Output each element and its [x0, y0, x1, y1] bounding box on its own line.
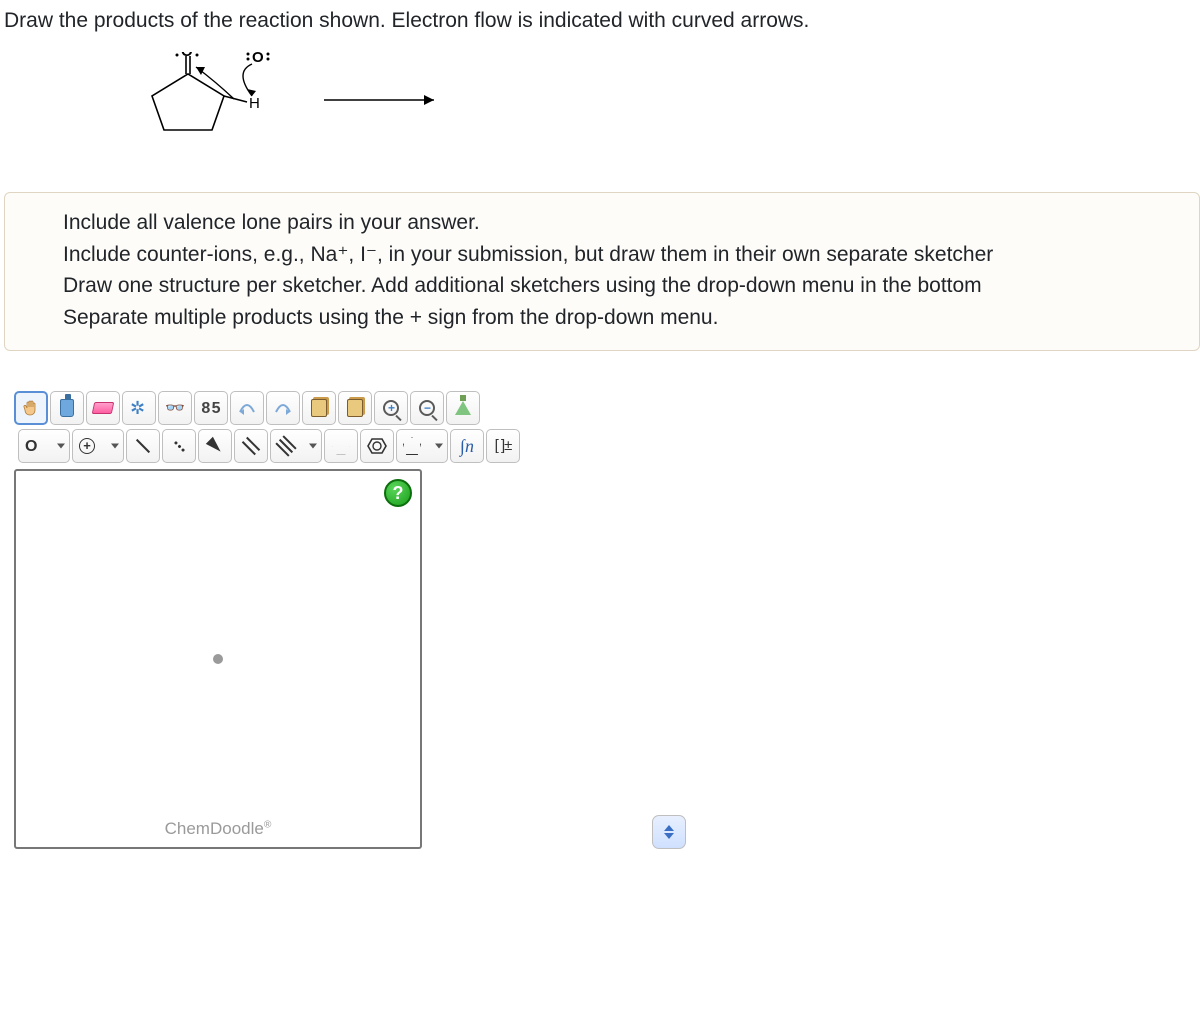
- zoom-out-tool[interactable]: −: [410, 391, 444, 425]
- charge-label: −: [270, 52, 276, 55]
- sketcher-canvas[interactable]: ? ChemDoodle®: [14, 469, 422, 849]
- toolbar-row-2: O+ ∫n[ ]±: [14, 429, 749, 463]
- sketcher-region: ✲👓8 5+− O+∫n[ ]± ? ChemDoodle®: [4, 381, 759, 865]
- chevron-down-icon: [309, 444, 317, 449]
- cyclopentane-tool[interactable]: [396, 429, 448, 463]
- charge-picker[interactable]: +: [72, 429, 124, 463]
- chemdoodle-brand: ChemDoodle®: [165, 817, 272, 842]
- instruction-item: Draw one structure per sketcher. Add add…: [63, 271, 1179, 301]
- flask-tool[interactable]: [446, 391, 480, 425]
- wedge-bond-tool[interactable]: [198, 429, 232, 463]
- single-bond-tool[interactable]: [126, 429, 160, 463]
- chevron-down-icon: [111, 444, 119, 449]
- zoom-in-tool[interactable]: +: [374, 391, 408, 425]
- chevron-down-icon: [664, 833, 674, 839]
- instruction-item: Include counter-ions, e.g., Na⁺, I⁻, in …: [63, 240, 1179, 270]
- center-tool[interactable]: ✲: [122, 391, 156, 425]
- triple-bond-tool[interactable]: [270, 429, 322, 463]
- clean-tool[interactable]: [50, 391, 84, 425]
- benzene-tool[interactable]: [360, 429, 394, 463]
- view-tool[interactable]: 👓: [158, 391, 192, 425]
- chevron-down-icon: [57, 444, 65, 449]
- instruction-item: Include all valence lone pairs in your a…: [63, 208, 1179, 238]
- undo-tool[interactable]: [230, 391, 264, 425]
- integral-tool[interactable]: ∫n: [450, 429, 484, 463]
- chevron-up-icon: [664, 825, 674, 831]
- copy-tool[interactable]: [302, 391, 336, 425]
- bracket-tool[interactable]: [ ]±: [486, 429, 520, 463]
- question-text: Draw the products of the reaction shown.…: [4, 6, 1200, 36]
- hand-tool[interactable]: [14, 391, 48, 425]
- oxygen-right-label: O: [252, 52, 264, 66]
- instruction-item: Separate multiple products using the + s…: [63, 303, 1179, 333]
- dotted-bond-tool[interactable]: [162, 429, 196, 463]
- tool-mol[interactable]: 8 5: [194, 391, 228, 425]
- canvas-placeholder-dot: [213, 654, 223, 664]
- cyclohexane-tool[interactable]: [324, 429, 358, 463]
- redo-tool[interactable]: [266, 391, 300, 425]
- erase-tool[interactable]: [86, 391, 120, 425]
- help-button[interactable]: ?: [384, 479, 412, 507]
- instructions-panel: Include all valence lone pairs in your a…: [4, 192, 1200, 351]
- chevron-down-icon: [435, 444, 443, 449]
- paste-tool[interactable]: [338, 391, 372, 425]
- element-picker[interactable]: O: [18, 429, 70, 463]
- sketcher-stepper[interactable]: [652, 815, 686, 849]
- double-bond-tool[interactable]: [234, 429, 268, 463]
- hydrogen-label: H: [249, 95, 260, 112]
- reaction-diagram: O H O −: [134, 52, 1200, 162]
- oxygen-left-label: O: [181, 52, 193, 60]
- toolbar-row-1: ✲👓8 5 +−: [14, 391, 749, 425]
